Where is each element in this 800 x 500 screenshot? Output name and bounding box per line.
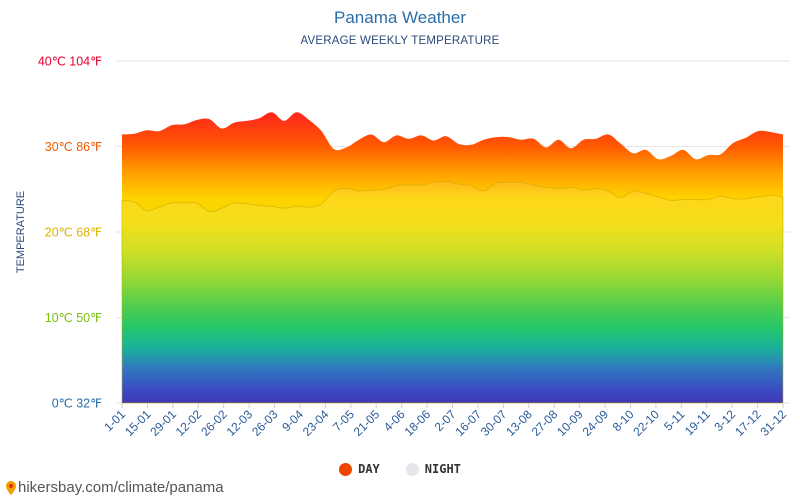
x-tick-label: 21-05 xyxy=(351,407,383,439)
x-tick-label: 29-01 xyxy=(147,407,179,439)
y-tick-label: 0℃ 32℉ xyxy=(52,397,102,411)
series-day-area[interactable] xyxy=(122,112,783,404)
x-tick-label: 15-01 xyxy=(122,407,154,439)
y-tick-label: 20℃ 68℉ xyxy=(45,226,102,240)
legend-day-label: DAY xyxy=(358,462,380,476)
x-tick-label: 17-12 xyxy=(732,407,764,439)
x-tick-label: 13-08 xyxy=(503,407,535,439)
legend-item-day[interactable]: DAY xyxy=(339,462,380,476)
y-tick-label: 10℃ 50℉ xyxy=(45,311,102,325)
legend-day-dot xyxy=(339,462,353,476)
x-tick-label: 16-07 xyxy=(452,407,484,439)
legend-night-label: NIGHT xyxy=(424,462,461,476)
legend-night-dot xyxy=(405,462,419,476)
x-tick-label: 24-09 xyxy=(580,407,612,439)
x-tick-label: 27-08 xyxy=(529,407,561,439)
x-tick-label: 23-04 xyxy=(300,407,332,439)
source-link[interactable]: hikersbay.com/climate/panama xyxy=(18,479,224,496)
chart-title: Panama Weather xyxy=(334,8,466,27)
x-tick-label: 19-11 xyxy=(682,407,713,438)
x-tick-label: 18-06 xyxy=(402,407,434,439)
x-tick-label: 12-03 xyxy=(224,407,256,439)
x-tick-label: 26-03 xyxy=(249,407,281,439)
y-tick-label: 30℃ 86℉ xyxy=(45,140,102,154)
x-tick-label: 31-12 xyxy=(758,407,790,439)
chart-legend: DAY NIGHT xyxy=(0,462,800,476)
x-tick-label: 30-07 xyxy=(478,407,510,439)
x-tick-label: 10-09 xyxy=(554,407,586,439)
map-pin-icon xyxy=(6,480,16,495)
x-tick-label: 26-02 xyxy=(198,407,230,439)
source-credit[interactable]: hikersbay.com/climate/panama xyxy=(6,479,224,496)
chart-canvas: 0℃ 32℉ 10℃ 50℉ 20℃ 68℉ 30℃ 86℉ 40℃ 104℉ TEMPE… xyxy=(15,55,790,439)
y-tick-label: 40℃ 104℉ xyxy=(38,55,102,69)
series-night-area[interactable] xyxy=(121,181,784,404)
y-axis-title: TEMPERATURE xyxy=(15,191,27,273)
chart-subtitle: AVERAGE WEEKLY TEMPERATURE xyxy=(300,35,500,47)
legend-item-night[interactable]: NIGHT xyxy=(405,462,461,476)
x-tick-label: 12-02 xyxy=(173,407,205,439)
x-tick-label: 22-10 xyxy=(630,407,662,439)
